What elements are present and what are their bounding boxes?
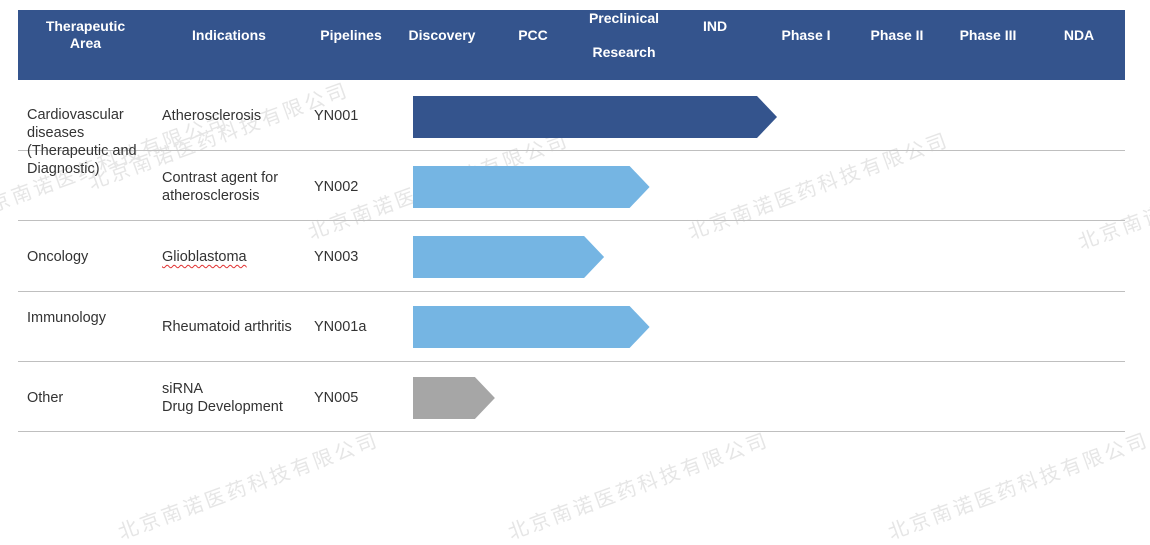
indication-cell: Contrast agent for atherosclerosis	[162, 170, 279, 204]
pipeline-cell: YN005	[314, 390, 359, 406]
pipeline-cell: YN003	[314, 249, 359, 265]
progress-arrow-yn001a	[413, 306, 650, 348]
row-divider	[18, 291, 1125, 292]
header-indications: Indications	[192, 26, 266, 43]
header-therapeutic-area: Therapeutic Area	[45, 18, 126, 51]
header-stage: Preclinical Research	[588, 9, 660, 60]
progress-arrow-yn005	[413, 377, 495, 419]
row-divider	[18, 431, 1125, 432]
header-stage: Phase II	[870, 26, 924, 43]
indication-cell: siRNA Drug Development	[162, 381, 283, 415]
header-stage: IND	[702, 17, 728, 34]
header-stage: Discovery	[408, 26, 476, 43]
pipeline-chart: 北京南诺医药科技有限公司 北京南诺医药科技有限公司 北京南诺医药科技有限公司 北…	[0, 9, 1150, 545]
area-cell: Other	[27, 390, 64, 406]
area-cell: Oncology	[27, 249, 89, 265]
header-stage: Phase III	[959, 26, 1017, 43]
progress-arrow-yn002	[413, 166, 650, 208]
progress-bars	[413, 96, 777, 419]
indication-cell: Atherosclerosis	[162, 108, 262, 124]
pipeline-cell: YN001	[314, 108, 359, 124]
header-pipelines: Pipelines	[320, 26, 382, 43]
pipeline-cell: YN002	[314, 179, 359, 195]
indication-cell: Glioblastoma	[162, 249, 247, 265]
header-stage: NDA	[1063, 26, 1095, 43]
header-stage: Phase I	[781, 26, 831, 43]
row-divider	[18, 150, 1125, 151]
row-divider	[18, 220, 1125, 221]
header-stage: PCC	[518, 26, 548, 43]
pipeline-cell: YN001a	[314, 319, 367, 335]
indication-cell: Rheumatoid arthritis	[162, 319, 292, 335]
progress-arrow-yn001	[413, 96, 777, 138]
area-cell: Cardiovascular diseases (Therapeutic and…	[27, 107, 137, 177]
area-cell: Immunology	[27, 310, 106, 326]
row-divider	[18, 361, 1125, 362]
table-header	[18, 10, 1125, 80]
progress-arrow-yn003	[413, 236, 605, 278]
